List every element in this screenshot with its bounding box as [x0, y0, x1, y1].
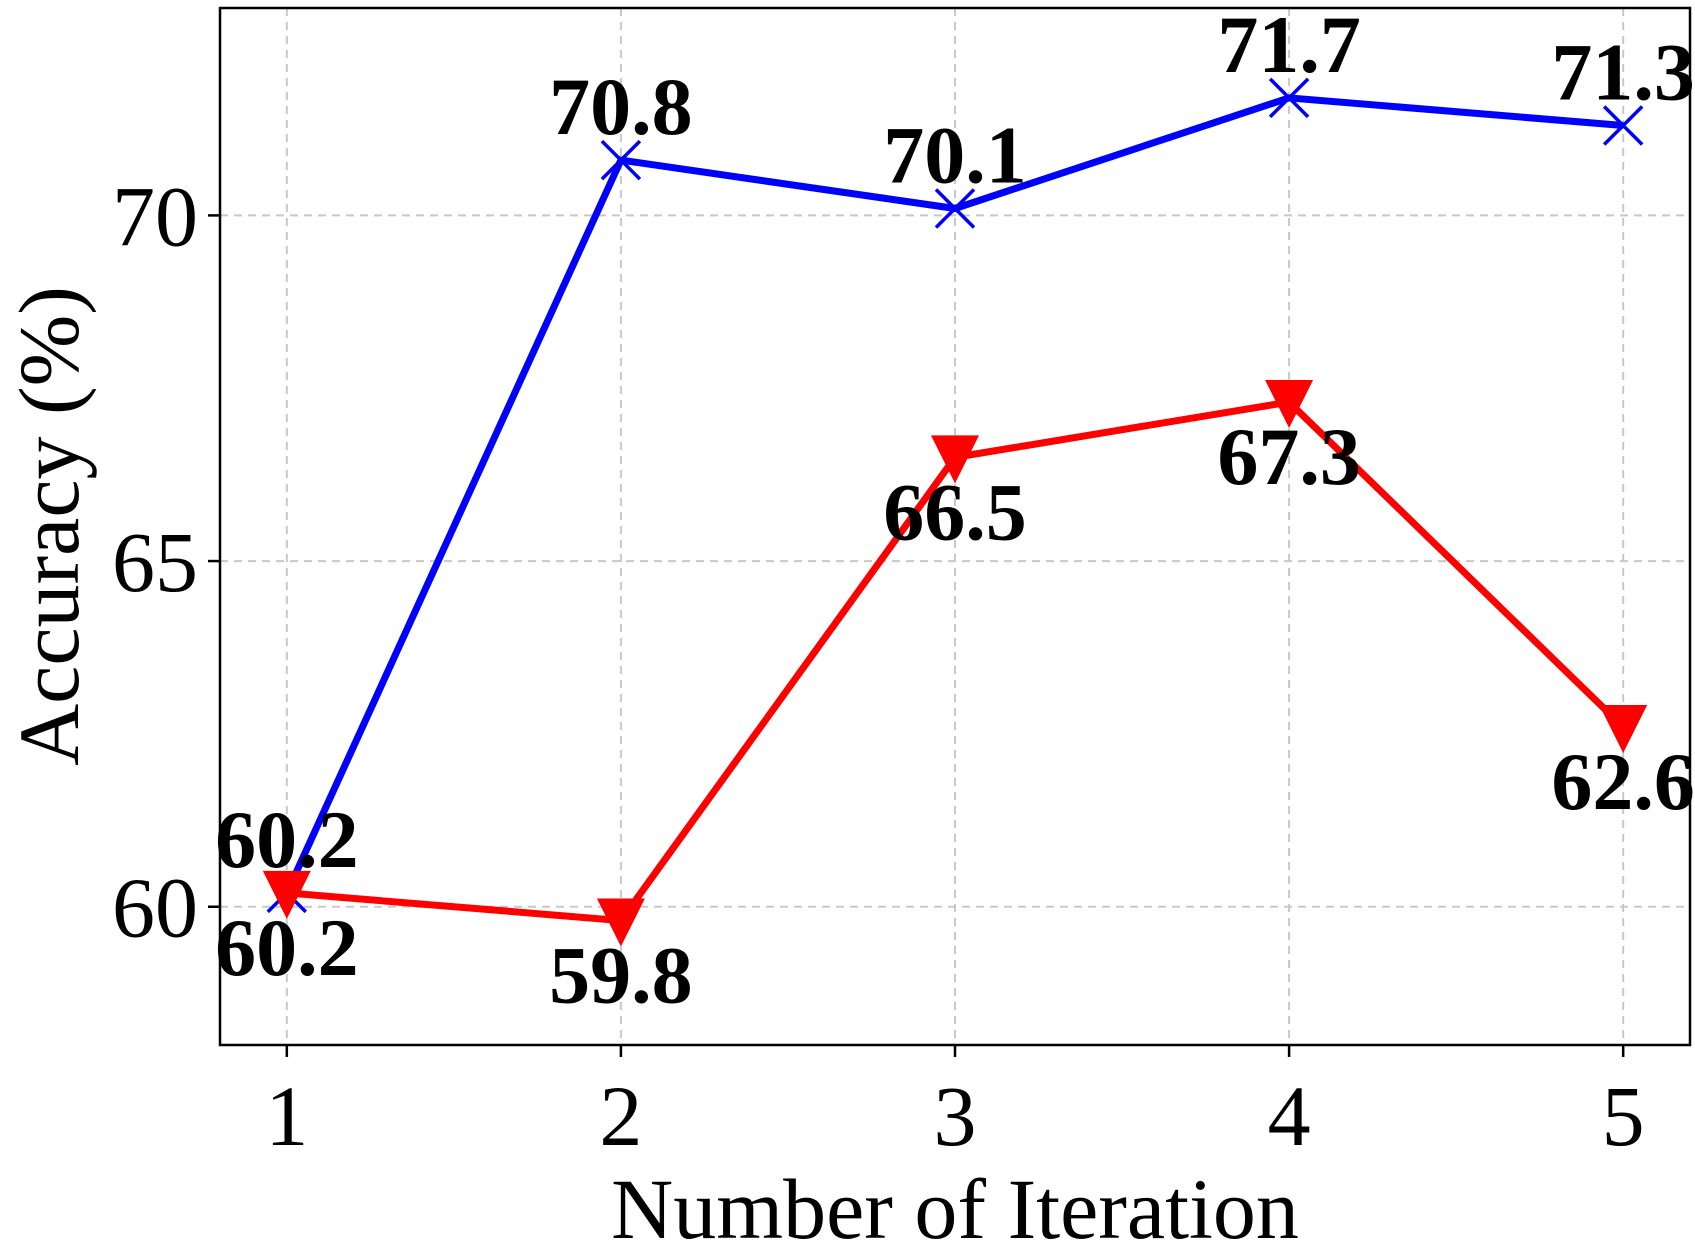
data-labels: 60.2 70.8 70.1 71.7 71.3 60.2 59.8 66.5 67.3 62.6 — [215, 0, 1695, 1021]
series-1-marker — [1602, 105, 1644, 146]
series-2-data-label: 62.6 — [1551, 736, 1695, 827]
series-lines — [262, 77, 1648, 947]
series-2-data-label: 66.5 — [883, 466, 1027, 557]
series-2-marker — [931, 435, 979, 484]
series-1-data-label: 71.3 — [1551, 27, 1695, 118]
series-1-marker — [1268, 77, 1310, 119]
series-2-marker — [262, 870, 311, 919]
x-tick-label: 4 — [1268, 1068, 1311, 1164]
x-tick-label: 5 — [1602, 1068, 1645, 1164]
axis-ticks: 1 2 3 4 5 60 65 70 — [112, 168, 1645, 1164]
x-tick-label: 1 — [265, 1068, 308, 1164]
x-axis-title: Number of Iteration — [611, 1161, 1299, 1250]
series-2-marker — [1265, 380, 1314, 429]
series-1-data-label: 71.7 — [1217, 0, 1361, 90]
series-1-marker — [600, 139, 642, 181]
series-2-data-label: 60.2 — [215, 902, 359, 993]
series-1-data-label: 70.1 — [883, 109, 1027, 200]
y-tick-label: 65 — [112, 514, 198, 610]
y-tick-label: 70 — [112, 168, 198, 264]
x-tick-label: 2 — [599, 1068, 642, 1164]
series-2-marker — [1599, 704, 1648, 753]
x-tick-label: 3 — [934, 1068, 977, 1164]
series-1-data-label: 70.8 — [549, 61, 693, 152]
series-1-data-label: 60.2 — [215, 794, 359, 885]
series-1-marker — [934, 188, 976, 229]
series-2-marker — [596, 898, 645, 947]
grid-lines — [220, 8, 1690, 1045]
y-tick-label: 60 — [112, 860, 198, 956]
y-axis-title: Accuracy (%) — [1, 286, 97, 766]
series-2-data-label: 67.3 — [1217, 411, 1361, 502]
series-2-data-label: 59.8 — [549, 930, 693, 1021]
